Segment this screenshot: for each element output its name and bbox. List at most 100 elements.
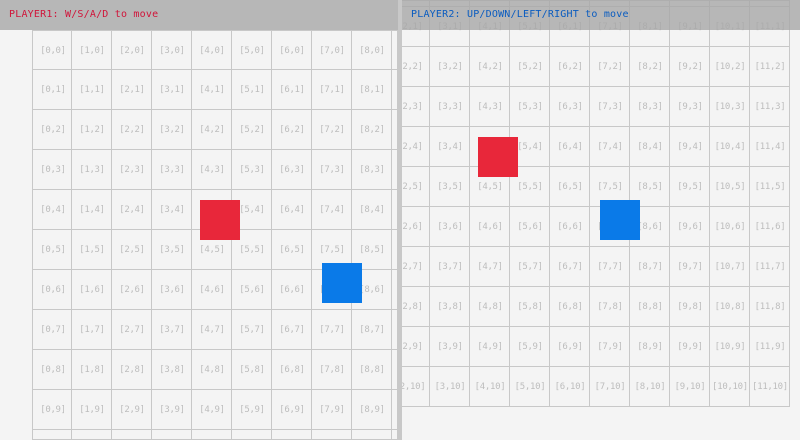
grid-cell: [4,9] <box>470 327 510 367</box>
cell-coordinate-label: [5,0] <box>239 46 265 56</box>
cell-coordinate-label: [6,6] <box>557 222 583 232</box>
cell-coordinate-label: [9,4] <box>677 142 703 152</box>
cell-coordinate-label: [5,6] <box>517 222 543 232</box>
cell-coordinate-label: [2,3] <box>119 165 145 175</box>
cell-coordinate-label: [0,0] <box>40 46 66 56</box>
cell-coordinate-label: [3,8] <box>437 302 463 312</box>
grid-cell: [7,3] <box>590 87 630 127</box>
grid-cell: [5,6] <box>510 207 550 247</box>
grid-cell: [8,1] <box>352 70 392 110</box>
grid-cell: [6,7] <box>272 310 312 350</box>
grid-cell: [9,4] <box>670 127 710 167</box>
cell-coordinate-label: [11,8] <box>754 302 786 312</box>
cell-coordinate-label: [7,5] <box>319 245 345 255</box>
cell-coordinate-label: [4,7] <box>477 262 503 272</box>
grid-cell: [11,8] <box>750 287 790 327</box>
cell-coordinate-label: [9,2] <box>677 62 703 72</box>
cell-coordinate-label: [6,9] <box>557 342 583 352</box>
cell-coordinate-label: [4,2] <box>477 62 503 72</box>
cell-coordinate-label: [7,8] <box>597 302 623 312</box>
cell-coordinate-label: [6,3] <box>279 165 305 175</box>
cell-coordinate-label: [3,4] <box>437 142 463 152</box>
grid-cell: [3,1] <box>152 70 192 110</box>
cell-coordinate-label: [8,0] <box>359 46 385 56</box>
grid-cell: [11,2] <box>750 47 790 87</box>
cell-coordinate-label: [11,4] <box>754 142 786 152</box>
grid-cell <box>72 430 112 440</box>
cell-coordinate-label: [5,7] <box>239 325 265 335</box>
cell-coordinate-label: [8,2] <box>359 125 385 135</box>
grid-cell: [7,8] <box>312 350 352 390</box>
grid-cell: [4,6] <box>192 270 232 310</box>
cell-coordinate-label: [4,8] <box>477 302 503 312</box>
cell-coordinate-label: [3,8] <box>159 365 185 375</box>
cell-coordinate-label: [9,7] <box>677 262 703 272</box>
grid-cell: [7,2] <box>312 110 352 150</box>
cell-coordinate-label: [11,2] <box>754 62 786 72</box>
grid-cell: [10,9] <box>710 327 750 367</box>
grid-cell: [2,8] <box>402 287 430 327</box>
cell-coordinate-label: [5,9] <box>517 342 543 352</box>
grid-cell: [11,9] <box>750 327 790 367</box>
cell-coordinate-label: [3,0] <box>159 46 185 56</box>
cell-coordinate-label: [3,9] <box>437 342 463 352</box>
cell-coordinate-label: [10,2] <box>714 62 746 72</box>
cell-coordinate-label: [2,3] <box>402 102 423 112</box>
grid-cell: [2,6] <box>112 270 152 310</box>
cell-coordinate-label: [2,4] <box>402 142 423 152</box>
grid-cell: [3,6] <box>152 270 192 310</box>
grid-cell: [8,5] <box>352 230 392 270</box>
grid-cell: [6,5] <box>272 230 312 270</box>
grid-cell: [8,6] <box>352 270 392 310</box>
cell-coordinate-label: [7,7] <box>319 325 345 335</box>
cell-coordinate-label: [2,7] <box>119 325 145 335</box>
grid-cell: [6,5] <box>550 167 590 207</box>
grid-cell: [5,8] <box>232 350 272 390</box>
grid-cell <box>392 390 398 430</box>
grid-cell: [4,1] <box>192 70 232 110</box>
grid-cell: [11,4] <box>750 127 790 167</box>
grid-cell: [11,7] <box>750 247 790 287</box>
cell-coordinate-label: [7,3] <box>597 102 623 112</box>
cell-coordinate-label: [7,2] <box>319 125 345 135</box>
cell-coordinate-label: [8,9] <box>637 342 663 352</box>
grid-cell: [2,4] <box>112 190 152 230</box>
cell-coordinate-label: [2,5] <box>119 245 145 255</box>
grid-cell: [4,8] <box>192 350 232 390</box>
cell-coordinate-label: [11,3] <box>754 102 786 112</box>
cell-coordinate-label: [3,5] <box>437 182 463 192</box>
grid-cell: [5,10] <box>510 367 550 407</box>
grid-cell: [0,4] <box>32 190 72 230</box>
cell-coordinate-label: [5,2] <box>517 62 543 72</box>
grid-cell: [5,8] <box>510 287 550 327</box>
cell-coordinate-label: [6,10] <box>554 382 586 392</box>
cell-coordinate-label: [11,10] <box>752 382 788 392</box>
grid-cell: [3,4] <box>430 127 470 167</box>
grid-cell: [8,2] <box>352 110 392 150</box>
grid-cell: [8,8] <box>630 287 670 327</box>
cell-coordinate-label: [4,7] <box>199 325 225 335</box>
cell-coordinate-label: [6,4] <box>557 142 583 152</box>
grid-cell: [6,3] <box>550 87 590 127</box>
cell-coordinate-label: [2,9] <box>402 342 423 352</box>
grid-cell: [0,1] <box>32 70 72 110</box>
cell-coordinate-label: [9,8] <box>677 302 703 312</box>
grid-cell <box>272 430 312 440</box>
grid-cell: [5,0] <box>232 30 272 70</box>
cell-coordinate-label: [5,8] <box>239 365 265 375</box>
grid-cell: [4,7] <box>470 247 510 287</box>
cell-coordinate-label: [0,5] <box>40 245 66 255</box>
grid-cell: [2,5] <box>402 167 430 207</box>
cell-coordinate-label: [11,7] <box>754 262 786 272</box>
cell-coordinate-label: [0,3] <box>40 165 66 175</box>
player1-square <box>478 137 518 177</box>
cell-coordinate-label: [5,1] <box>239 85 265 95</box>
grid-cell: [4,5] <box>192 230 232 270</box>
grid-cell: [2,9] <box>112 390 152 430</box>
grid-cell: [6,3] <box>272 150 312 190</box>
grid-cell: [4,8] <box>470 287 510 327</box>
grid-cell <box>392 310 398 350</box>
grid-cell: [2,8] <box>112 350 152 390</box>
grid-cell <box>312 430 352 440</box>
grid-cell: [1,2] <box>72 110 112 150</box>
